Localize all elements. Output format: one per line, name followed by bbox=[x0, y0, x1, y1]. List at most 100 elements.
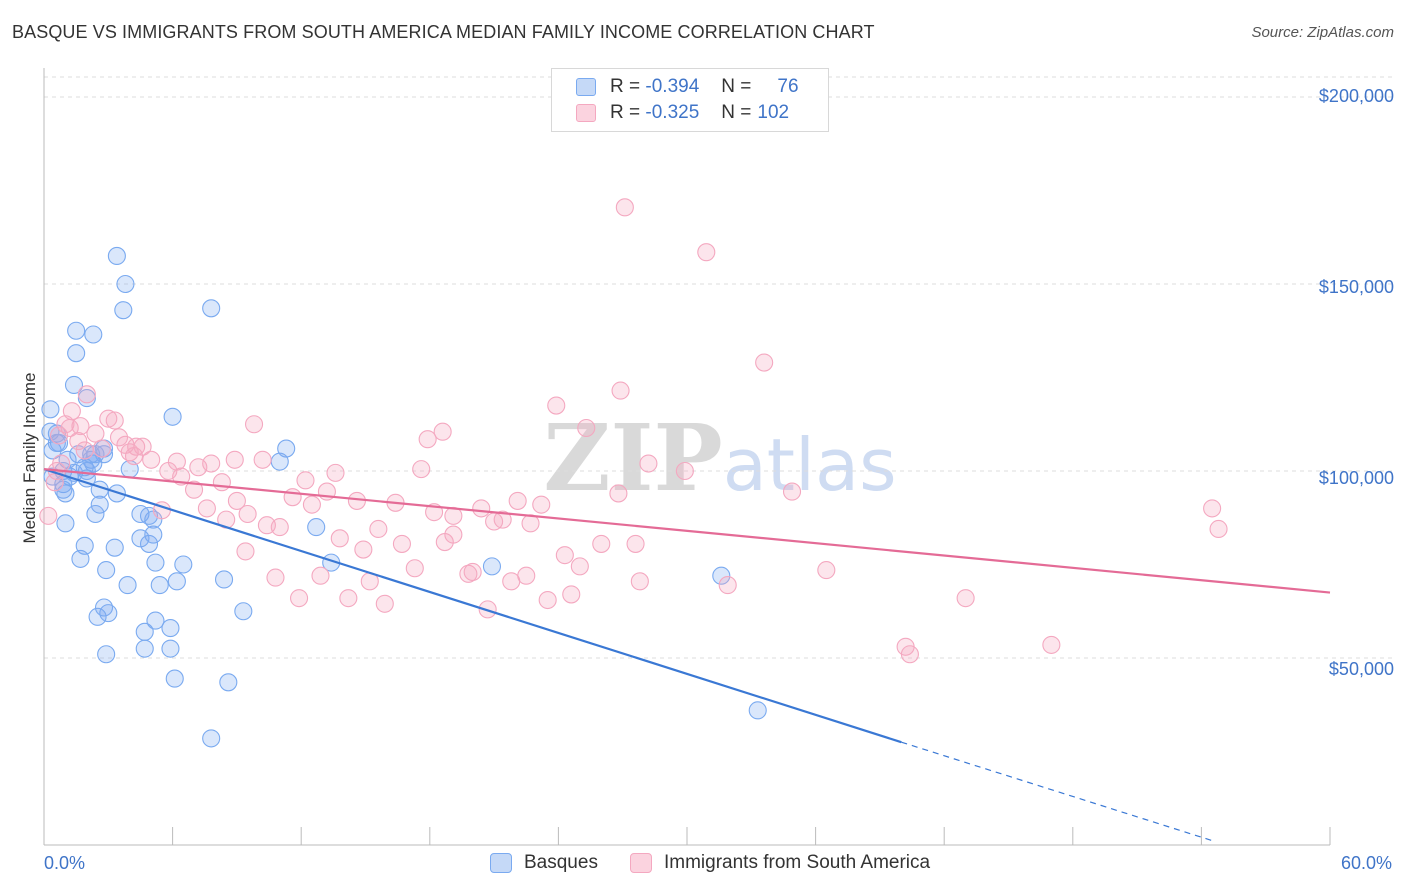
immigrants-point bbox=[283, 488, 302, 507]
y-tick-label: $100,000 bbox=[1318, 468, 1394, 488]
legend-item-immigrants[interactable]: Immigrants from South America bbox=[630, 852, 930, 874]
immigrants-point bbox=[184, 480, 204, 499]
immigrants-point bbox=[615, 198, 634, 217]
basques-point bbox=[67, 321, 86, 340]
legend-item-basques[interactable]: Basques bbox=[490, 852, 598, 874]
immigrants-point bbox=[105, 411, 124, 430]
immigrants-point bbox=[238, 504, 257, 524]
immigrants-point bbox=[675, 461, 694, 481]
immigrants-point bbox=[270, 518, 289, 537]
immigrants-point bbox=[375, 594, 394, 613]
basques-point bbox=[219, 673, 238, 692]
immigrants-point bbox=[1042, 635, 1061, 654]
basques-point bbox=[97, 645, 116, 664]
immigrants-point bbox=[570, 557, 589, 576]
basques-point bbox=[202, 299, 221, 318]
basques-point bbox=[90, 495, 109, 514]
immigrants-point bbox=[52, 454, 71, 473]
immigrants-point bbox=[502, 572, 521, 591]
immigrants-point bbox=[639, 454, 658, 473]
basques-point bbox=[67, 344, 86, 363]
immigrants-point bbox=[609, 484, 628, 503]
basques-point bbox=[144, 525, 163, 544]
y-tick-label: $50,000 bbox=[1328, 659, 1394, 679]
basques-point bbox=[150, 576, 169, 595]
immigrants-point bbox=[236, 542, 255, 561]
immigrants-point bbox=[718, 576, 737, 595]
basques-point bbox=[165, 669, 184, 688]
basques-point bbox=[64, 375, 84, 395]
immigrants-point bbox=[109, 428, 129, 447]
basques-point bbox=[107, 246, 126, 265]
basques-point bbox=[139, 534, 159, 553]
immigrants-point bbox=[369, 519, 388, 539]
immigrants-point bbox=[127, 437, 146, 456]
y-tick-label: $200,000 bbox=[1318, 86, 1394, 106]
x-tick-label-min: 0.0% bbox=[44, 853, 86, 873]
basques-point bbox=[77, 461, 96, 481]
basques-point bbox=[174, 555, 193, 574]
immigrants-point bbox=[626, 534, 645, 553]
immigrants-point bbox=[1209, 519, 1228, 539]
basques-point bbox=[118, 576, 137, 595]
basques-point bbox=[49, 433, 69, 453]
immigrants-point bbox=[493, 510, 512, 529]
immigrants-point bbox=[45, 473, 64, 492]
immigrants-point bbox=[900, 645, 919, 664]
immigrants-point bbox=[326, 463, 345, 482]
basques-point bbox=[234, 602, 253, 621]
legend-row-basques: R = -0.394 N = 76 bbox=[576, 75, 799, 99]
basques-point bbox=[163, 407, 182, 426]
n-label: N = bbox=[721, 76, 752, 97]
immigrants-point bbox=[266, 568, 285, 587]
basques-point bbox=[135, 622, 154, 641]
immigrants-point bbox=[418, 430, 437, 449]
basques-point bbox=[86, 504, 105, 524]
basques-point bbox=[146, 611, 165, 630]
immigrants-point bbox=[782, 482, 802, 501]
immigrants-point bbox=[592, 534, 611, 553]
immigrants-trend-line bbox=[43, 468, 1331, 594]
x-tick-label-max: 60.0% bbox=[1340, 853, 1392, 873]
basques-point bbox=[77, 389, 96, 408]
immigrants-point bbox=[99, 409, 118, 428]
basques-point bbox=[146, 553, 165, 572]
immigrants-point bbox=[444, 525, 463, 544]
immigrants-point bbox=[956, 589, 975, 608]
immigrants-point bbox=[244, 415, 264, 434]
r-label: R = bbox=[610, 76, 641, 97]
basques-point bbox=[482, 557, 502, 576]
basques-point bbox=[712, 566, 731, 585]
immigrants-point bbox=[547, 396, 566, 415]
immigrants-point bbox=[755, 353, 774, 372]
immigrants-point bbox=[49, 426, 69, 445]
immigrants-point bbox=[311, 566, 330, 585]
immigrants-point bbox=[1203, 499, 1222, 518]
immigrants-point bbox=[69, 432, 88, 451]
immigrants-point bbox=[354, 540, 373, 559]
immigrants-point bbox=[517, 566, 536, 585]
r-label: R = bbox=[610, 102, 641, 123]
legend-label-immigrants: Immigrants from South America bbox=[664, 852, 931, 873]
basques-point bbox=[56, 514, 75, 533]
immigrants-point bbox=[202, 454, 221, 473]
basques-point bbox=[105, 538, 124, 557]
immigrants-point bbox=[339, 589, 358, 608]
basques-point bbox=[202, 729, 221, 748]
chart-title: BASQUE VS IMMIGRANTS FROM SOUTH AMERICA … bbox=[12, 22, 875, 42]
immigrants-point bbox=[77, 385, 96, 404]
immigrants-point bbox=[212, 473, 231, 492]
immigrants-point bbox=[508, 491, 527, 510]
immigrants-point bbox=[62, 402, 81, 421]
immigrants-point bbox=[86, 424, 105, 443]
n-label: N = bbox=[721, 102, 752, 123]
immigrants-point bbox=[412, 460, 431, 479]
r-value: -0.325 bbox=[645, 102, 700, 123]
immigrants-legend-swatch bbox=[630, 853, 652, 873]
basques-point bbox=[748, 701, 767, 720]
basques-point bbox=[99, 604, 118, 623]
immigrants-point bbox=[433, 422, 452, 441]
y-axis-title: Median Family Income bbox=[20, 372, 39, 544]
immigrants-point bbox=[347, 491, 366, 510]
basques-point bbox=[307, 518, 326, 537]
